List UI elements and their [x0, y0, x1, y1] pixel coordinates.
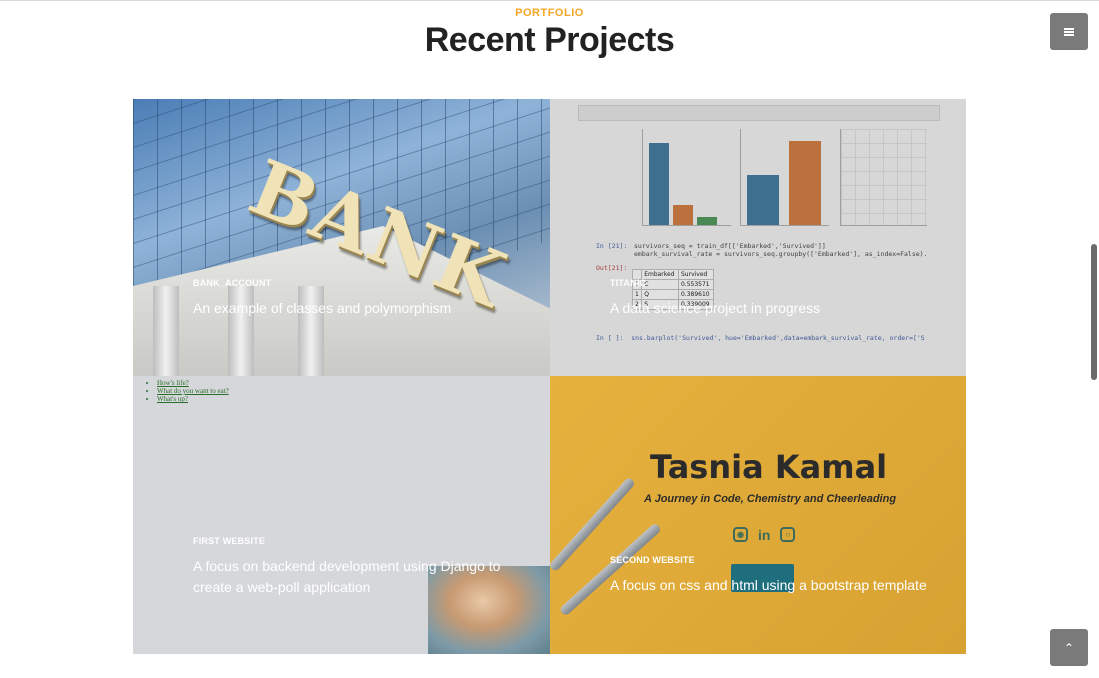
poll-question-link: What do you want to eat? — [157, 387, 229, 395]
social-icons: ◉ in ○ — [733, 527, 796, 543]
back-to-top-button[interactable]: ⌃ — [1050, 629, 1088, 666]
table-cell: 0.339009 — [677, 299, 715, 310]
code-line: In [ ]: sns.barplot('Survived', hue='Emb… — [596, 334, 925, 342]
menu-button[interactable] — [1050, 13, 1088, 50]
notebook-empty-chart — [840, 129, 927, 226]
linkedin-icon: in — [758, 527, 771, 543]
section-title: Recent Projects — [424, 21, 675, 59]
hamster-photo — [428, 566, 550, 654]
project-description: A data science project in progress — [610, 300, 821, 316]
code-out-label: Out[21]: — [596, 264, 628, 272]
project-caption: FIRST WEBSITE A focus on backend develop… — [193, 536, 503, 598]
project-caption: BANK_ACCOUNT An example of classes and p… — [193, 278, 451, 319]
poll-question-list: How's life? What do you want to eat? Wha… — [147, 379, 229, 403]
column — [228, 286, 254, 376]
code-line: embark_survival_rate = survivors_seq.gro… — [634, 250, 928, 258]
notebook-bar-chart — [740, 129, 829, 226]
projects-grid: BANK BANK_ACCOUNT An example of classes … — [133, 99, 966, 654]
poll-question-link: How's life? — [157, 379, 229, 387]
hero-tagline: A Journey in Code, Chemistry and Cheerle… — [644, 493, 897, 505]
project-description: A focus on backend development using Dja… — [193, 558, 501, 595]
project-card-titanic[interactable]: In [21]: survivors_seq = train_df[['Emba… — [550, 99, 966, 376]
hamburger-menu-icon — [1064, 27, 1074, 36]
notebook-toolbar — [578, 105, 940, 121]
instagram-icon: ○ — [780, 527, 796, 542]
poll-question-link: What's up? — [157, 395, 229, 403]
project-card-bank-account[interactable]: BANK BANK_ACCOUNT An example of classes … — [133, 99, 550, 376]
project-description: A focus on css and html using a bootstra… — [610, 577, 927, 593]
hero-button — [731, 564, 794, 592]
column — [298, 286, 324, 376]
code-in-label: In [21]: — [596, 242, 628, 250]
chevron-up-icon: ⌃ — [1063, 640, 1075, 655]
scrollbar-thumb[interactable] — [1091, 244, 1097, 380]
github-icon: ◉ — [733, 527, 748, 542]
project-category: BANK_ACCOUNT — [193, 278, 272, 288]
project-category: FIRST WEBSITE — [193, 536, 266, 546]
scrollbar[interactable] — [1087, 1, 1099, 678]
output-table: Embarked Survived 0 C 0.553571 1 Q 0.389… — [631, 269, 715, 310]
notebook-bar-chart — [642, 129, 731, 226]
project-caption: TITANIC A data science project in progre… — [610, 278, 820, 319]
project-card-second-website[interactable]: Tasnia Kamal A Journey in Code, Chemistr… — [550, 376, 966, 654]
column — [153, 286, 179, 376]
project-card-first-website[interactable]: How's life? What do you want to eat? Wha… — [133, 376, 550, 654]
code-line: survivors_seq = train_df[['Embarked','Su… — [634, 242, 826, 250]
project-description: An example of classes and polymorphism — [193, 300, 452, 316]
section-eyebrow: PORTFOLIO — [515, 7, 584, 19]
project-category: TITANIC — [610, 278, 647, 288]
project-caption: SECOND WEBSITE A focus on css and html u… — [610, 555, 927, 596]
hero-name: Tasnia Kamal — [650, 448, 888, 486]
table-row: 2 S 0.339009 — [631, 299, 715, 310]
image-overlay — [550, 99, 966, 376]
table-cell: 2 — [631, 299, 643, 310]
project-category: SECOND WEBSITE — [610, 555, 695, 565]
